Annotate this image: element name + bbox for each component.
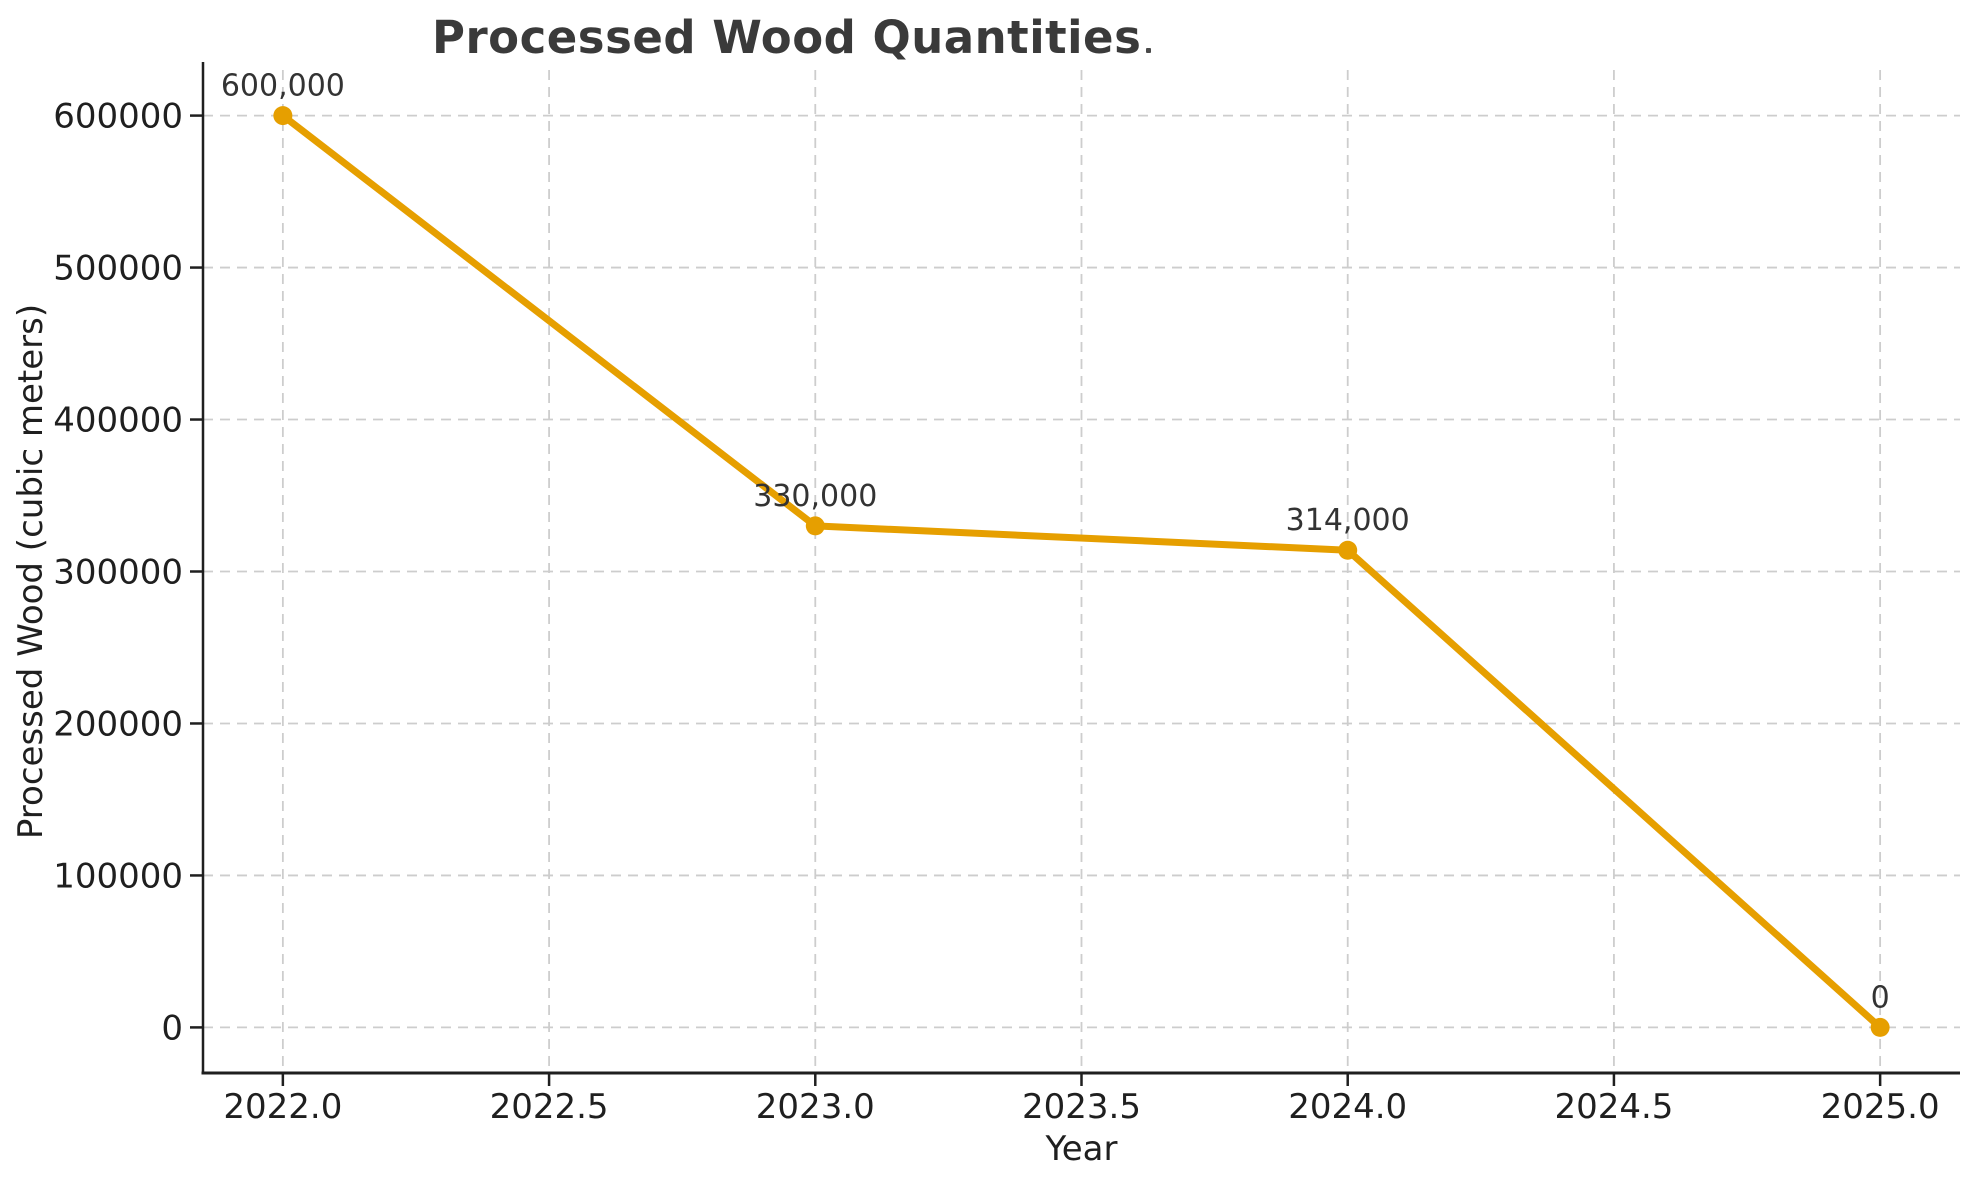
chart-title: Processed Wood Quantities [432,11,1142,64]
x-tick-label: 2025.0 [1821,1087,1940,1127]
data-line [279,112,1884,1031]
x-tick-label: 2023.0 [756,1087,875,1127]
x-tick-label: 2024.0 [1288,1087,1407,1127]
data-point [805,516,825,536]
y-tick-label: 600000 [53,96,183,136]
data-point-label: 0 [1871,980,1890,1015]
x-tick-label: 2022.0 [223,1087,342,1127]
y-tick-label: 100000 [53,856,183,896]
title-trailing-dot [1146,48,1151,53]
data-point-label: 314,000 [1286,503,1410,538]
data-point-label: 600,000 [221,69,345,104]
x-tick-label: 2022.5 [490,1087,609,1127]
y-tick-label: 500000 [53,248,183,288]
y-tick-label: 400000 [53,400,183,440]
data-point [1870,1017,1890,1037]
x-axis-label: Year [1045,1129,1118,1169]
y-tick-label: 0 [161,1008,183,1048]
data-point-label: 330,000 [753,479,877,514]
data-point [273,106,293,126]
y-axis-label: Processed Wood (cubic meters) [11,304,51,839]
data-point [1338,540,1358,560]
y-tick-label: 200000 [53,704,183,744]
x-tick-label: 2023.5 [1022,1087,1141,1127]
x-tick-label: 2024.5 [1554,1087,1673,1127]
y-tick-label: 300000 [53,552,183,592]
